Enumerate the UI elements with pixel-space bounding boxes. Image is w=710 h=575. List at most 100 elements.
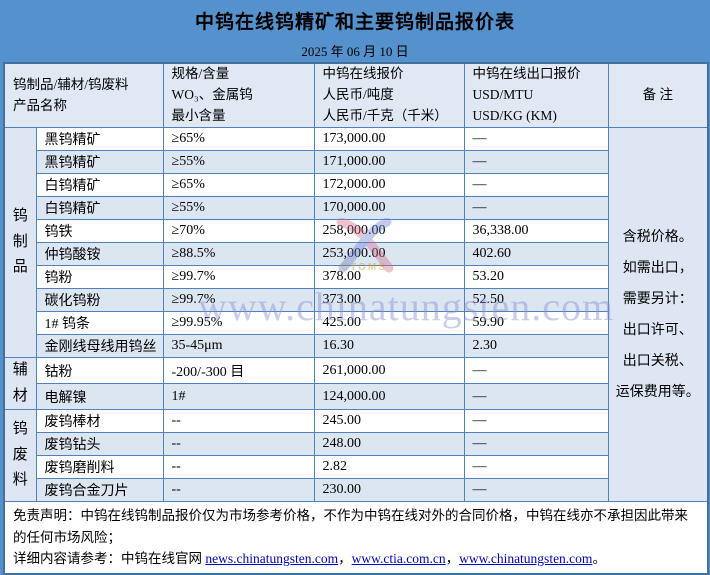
disclaimer-label: 免责声明： bbox=[13, 508, 81, 523]
disclaimer-line1: 免责声明：中钨在线钨制品报价仅为市场参考价格，不作为中钨在线对外的合同价格，中钨… bbox=[13, 505, 699, 548]
product-name: 钨铁 bbox=[35, 219, 164, 243]
header-line: 钨制品/辅材/钨废料 bbox=[13, 76, 129, 92]
product-name: 白钨精矿 bbox=[35, 173, 164, 197]
header-line: 人民币/吨度 bbox=[322, 87, 394, 103]
product-name: 黑钨精矿 bbox=[35, 127, 164, 151]
spec-cell: ≥65% bbox=[162, 127, 315, 151]
table-row: 钨粉 ≥99.7% 378.00 53.20 bbox=[4, 265, 708, 289]
usd-price-cell: 52.50 bbox=[463, 288, 609, 312]
col-header-remark: 备 注 bbox=[607, 62, 709, 128]
table-row: 1# 钨条 ≥99.95% 425.00 59.90 bbox=[4, 311, 708, 335]
header-line: 中钨在线出口报价 bbox=[472, 66, 581, 82]
product-name: 钨粉 bbox=[35, 265, 164, 289]
usd-price-cell: 402.60 bbox=[463, 242, 609, 266]
spec-cell: -200/-300 目 bbox=[162, 357, 315, 384]
col-header-spec: 规格/含量 WO₃、金属钨 最小含量 bbox=[162, 62, 315, 128]
spec-cell: 35-45μm bbox=[162, 334, 315, 358]
spec-cell: ≥70% bbox=[162, 219, 315, 243]
usd-price-cell: — bbox=[463, 173, 609, 197]
cny-price-cell: 124,000.00 bbox=[313, 383, 465, 410]
remark-line: 需要另计： bbox=[622, 291, 693, 307]
page-title: 中钨在线钨精矿和主要钨制品报价表 bbox=[194, 12, 515, 33]
usd-price-cell: 2.30 bbox=[463, 334, 609, 358]
spec-cell: ≥88.5% bbox=[162, 242, 315, 266]
usd-price-cell: — bbox=[463, 150, 609, 174]
header-line: 人民币/千克（千米） bbox=[322, 107, 448, 123]
group-label-tungsten-products: 钨制品 bbox=[3, 127, 37, 358]
usd-price-cell: — bbox=[463, 478, 609, 502]
remark-line: 含税价格。 bbox=[622, 229, 693, 245]
product-name: 废钨磨削料 bbox=[35, 455, 164, 479]
link-ctia[interactable]: www.ctia.com.cn bbox=[351, 551, 446, 567]
reference-text: 详细内容请参考：中钨在线官网 bbox=[13, 551, 206, 567]
product-name: 碳化钨粉 bbox=[35, 288, 164, 312]
cny-price-cell: 170,000.00 bbox=[313, 196, 465, 220]
header-line: 中钨在线报价 bbox=[322, 66, 404, 82]
product-name: 1# 钨条 bbox=[35, 311, 164, 335]
usd-price-cell: — bbox=[463, 127, 609, 151]
table-row: 黑钨精矿 ≥55% 171,000.00 — bbox=[4, 150, 709, 174]
banner: 中钨在线钨精矿和主要钨制品报价表 2025 年 06 月 10 日 bbox=[0, 0, 710, 62]
spec-cell: -- bbox=[162, 409, 315, 433]
usd-price-cell: 59.90 bbox=[463, 311, 609, 335]
price-table: 钨制品/辅材/钨废料 产品名称 规格/含量 WO₃、金属钨 最小含量 中钨在线报… bbox=[3, 62, 710, 575]
header-line: 规格/含量 bbox=[171, 66, 230, 82]
separator: ， bbox=[445, 551, 460, 567]
product-name: 钴粉 bbox=[35, 357, 164, 384]
table-row: 废钨钻头 -- 248.00 — bbox=[4, 432, 709, 456]
cny-price-cell: 230.00 bbox=[313, 478, 465, 502]
table-row: 仲钨酸铵 ≥88.5% 253,000.00 402.60 bbox=[4, 242, 709, 266]
link-news-chinatungsten[interactable]: news.chinatungsten.com bbox=[205, 551, 339, 567]
table-row: 废钨磨削料 -- 2.82 — bbox=[4, 455, 708, 479]
usd-price-cell: — bbox=[463, 383, 609, 410]
cny-price-cell: 248.00 bbox=[313, 432, 465, 456]
disclaimer-line2: 详细内容请参考：中钨在线官网 news.chinatungsten.com ，ww… bbox=[13, 548, 699, 570]
col-header-product: 钨制品/辅材/钨废料 产品名称 bbox=[3, 62, 164, 128]
header-line: WO₃、金属钨 bbox=[171, 87, 253, 103]
cny-price-cell: 378.00 bbox=[313, 265, 465, 289]
spec-cell: -- bbox=[162, 478, 315, 502]
table-row: 钨铁 ≥70% 258,000.00 36,338.00 bbox=[4, 219, 708, 243]
table-row: 金刚线母线用钨丝 35-45μm 16.30 2.30 bbox=[4, 334, 709, 358]
usd-price-cell: — bbox=[463, 196, 609, 220]
usd-price-cell: — bbox=[463, 409, 609, 433]
group-label-tungsten-scrap: 钨废料 bbox=[3, 409, 37, 502]
product-name: 金刚线母线用钨丝 bbox=[35, 334, 164, 358]
table-row: 电解镍 1# 124,000.00 — bbox=[4, 383, 709, 410]
link-chinatungsten[interactable]: www.chinatungsten.com bbox=[459, 551, 593, 567]
sentence-end: 。 bbox=[592, 551, 606, 567]
footer-row: 免责声明：中钨在线钨制品报价仅为市场参考价格，不作为中钨在线对外的合同价格，中钨… bbox=[3, 500, 709, 575]
usd-price-cell: — bbox=[463, 455, 609, 479]
table-row: 白钨精矿 ≥65% 172,000.00 — bbox=[4, 173, 708, 197]
remark-cell: 含税价格。 如需出口， 需要另计： 出口许可、 出口关税、 运保费用等。 bbox=[607, 127, 709, 502]
usd-price-cell: 36,338.00 bbox=[463, 219, 609, 243]
product-name: 白钨精矿 bbox=[35, 196, 164, 220]
spec-cell: -- bbox=[162, 432, 315, 456]
table-row: 辅材 钴粉 -200/-300 目 261,000.00 — bbox=[3, 357, 708, 410]
disclaimer: 免责声明：中钨在线钨制品报价仅为市场参考价格，不作为中钨在线对外的合同价格，中钨… bbox=[3, 500, 709, 575]
header-line: 产品名称 bbox=[13, 97, 67, 113]
header-line: USD/KG (KM) bbox=[472, 107, 557, 123]
spec-cell: ≥55% bbox=[162, 196, 315, 220]
remark-line: 出口许可、 bbox=[622, 322, 693, 338]
group-label-auxiliary-materials: 辅材 bbox=[3, 357, 37, 410]
table-row: 废钨合金刀片 -- 230.00 — bbox=[4, 478, 709, 502]
spec-cell: -- bbox=[162, 455, 315, 479]
usd-price-cell: — bbox=[463, 432, 609, 456]
cny-price-cell: 258,000.00 bbox=[313, 219, 465, 243]
table-row: 碳化钨粉 ≥99.7% 373.00 52.50 bbox=[4, 288, 709, 312]
spec-cell: ≥99.7% bbox=[162, 265, 315, 289]
col-header-usd-price: 中钨在线出口报价 USD/MTU USD/KG (KM) bbox=[463, 62, 609, 128]
remark-line: 出口关税、 bbox=[622, 353, 693, 369]
report-date: 2025 年 06 月 10 日 bbox=[301, 44, 409, 59]
table-row: 钨废料 废钨棒材 -- 245.00 — bbox=[3, 409, 708, 502]
remark-line: 如需出口， bbox=[622, 260, 693, 276]
cny-price-cell: 425.00 bbox=[313, 311, 465, 335]
product-name: 电解镍 bbox=[35, 383, 164, 410]
spec-cell: ≥65% bbox=[162, 173, 315, 197]
cny-price-cell: 171,000.00 bbox=[313, 150, 465, 174]
table-row: 白钨精矿 ≥55% 170,000.00 — bbox=[4, 196, 709, 220]
usd-price-cell: 53.20 bbox=[463, 265, 609, 289]
product-name: 废钨钻头 bbox=[35, 432, 164, 456]
cny-price-cell: 172,000.00 bbox=[313, 173, 465, 197]
